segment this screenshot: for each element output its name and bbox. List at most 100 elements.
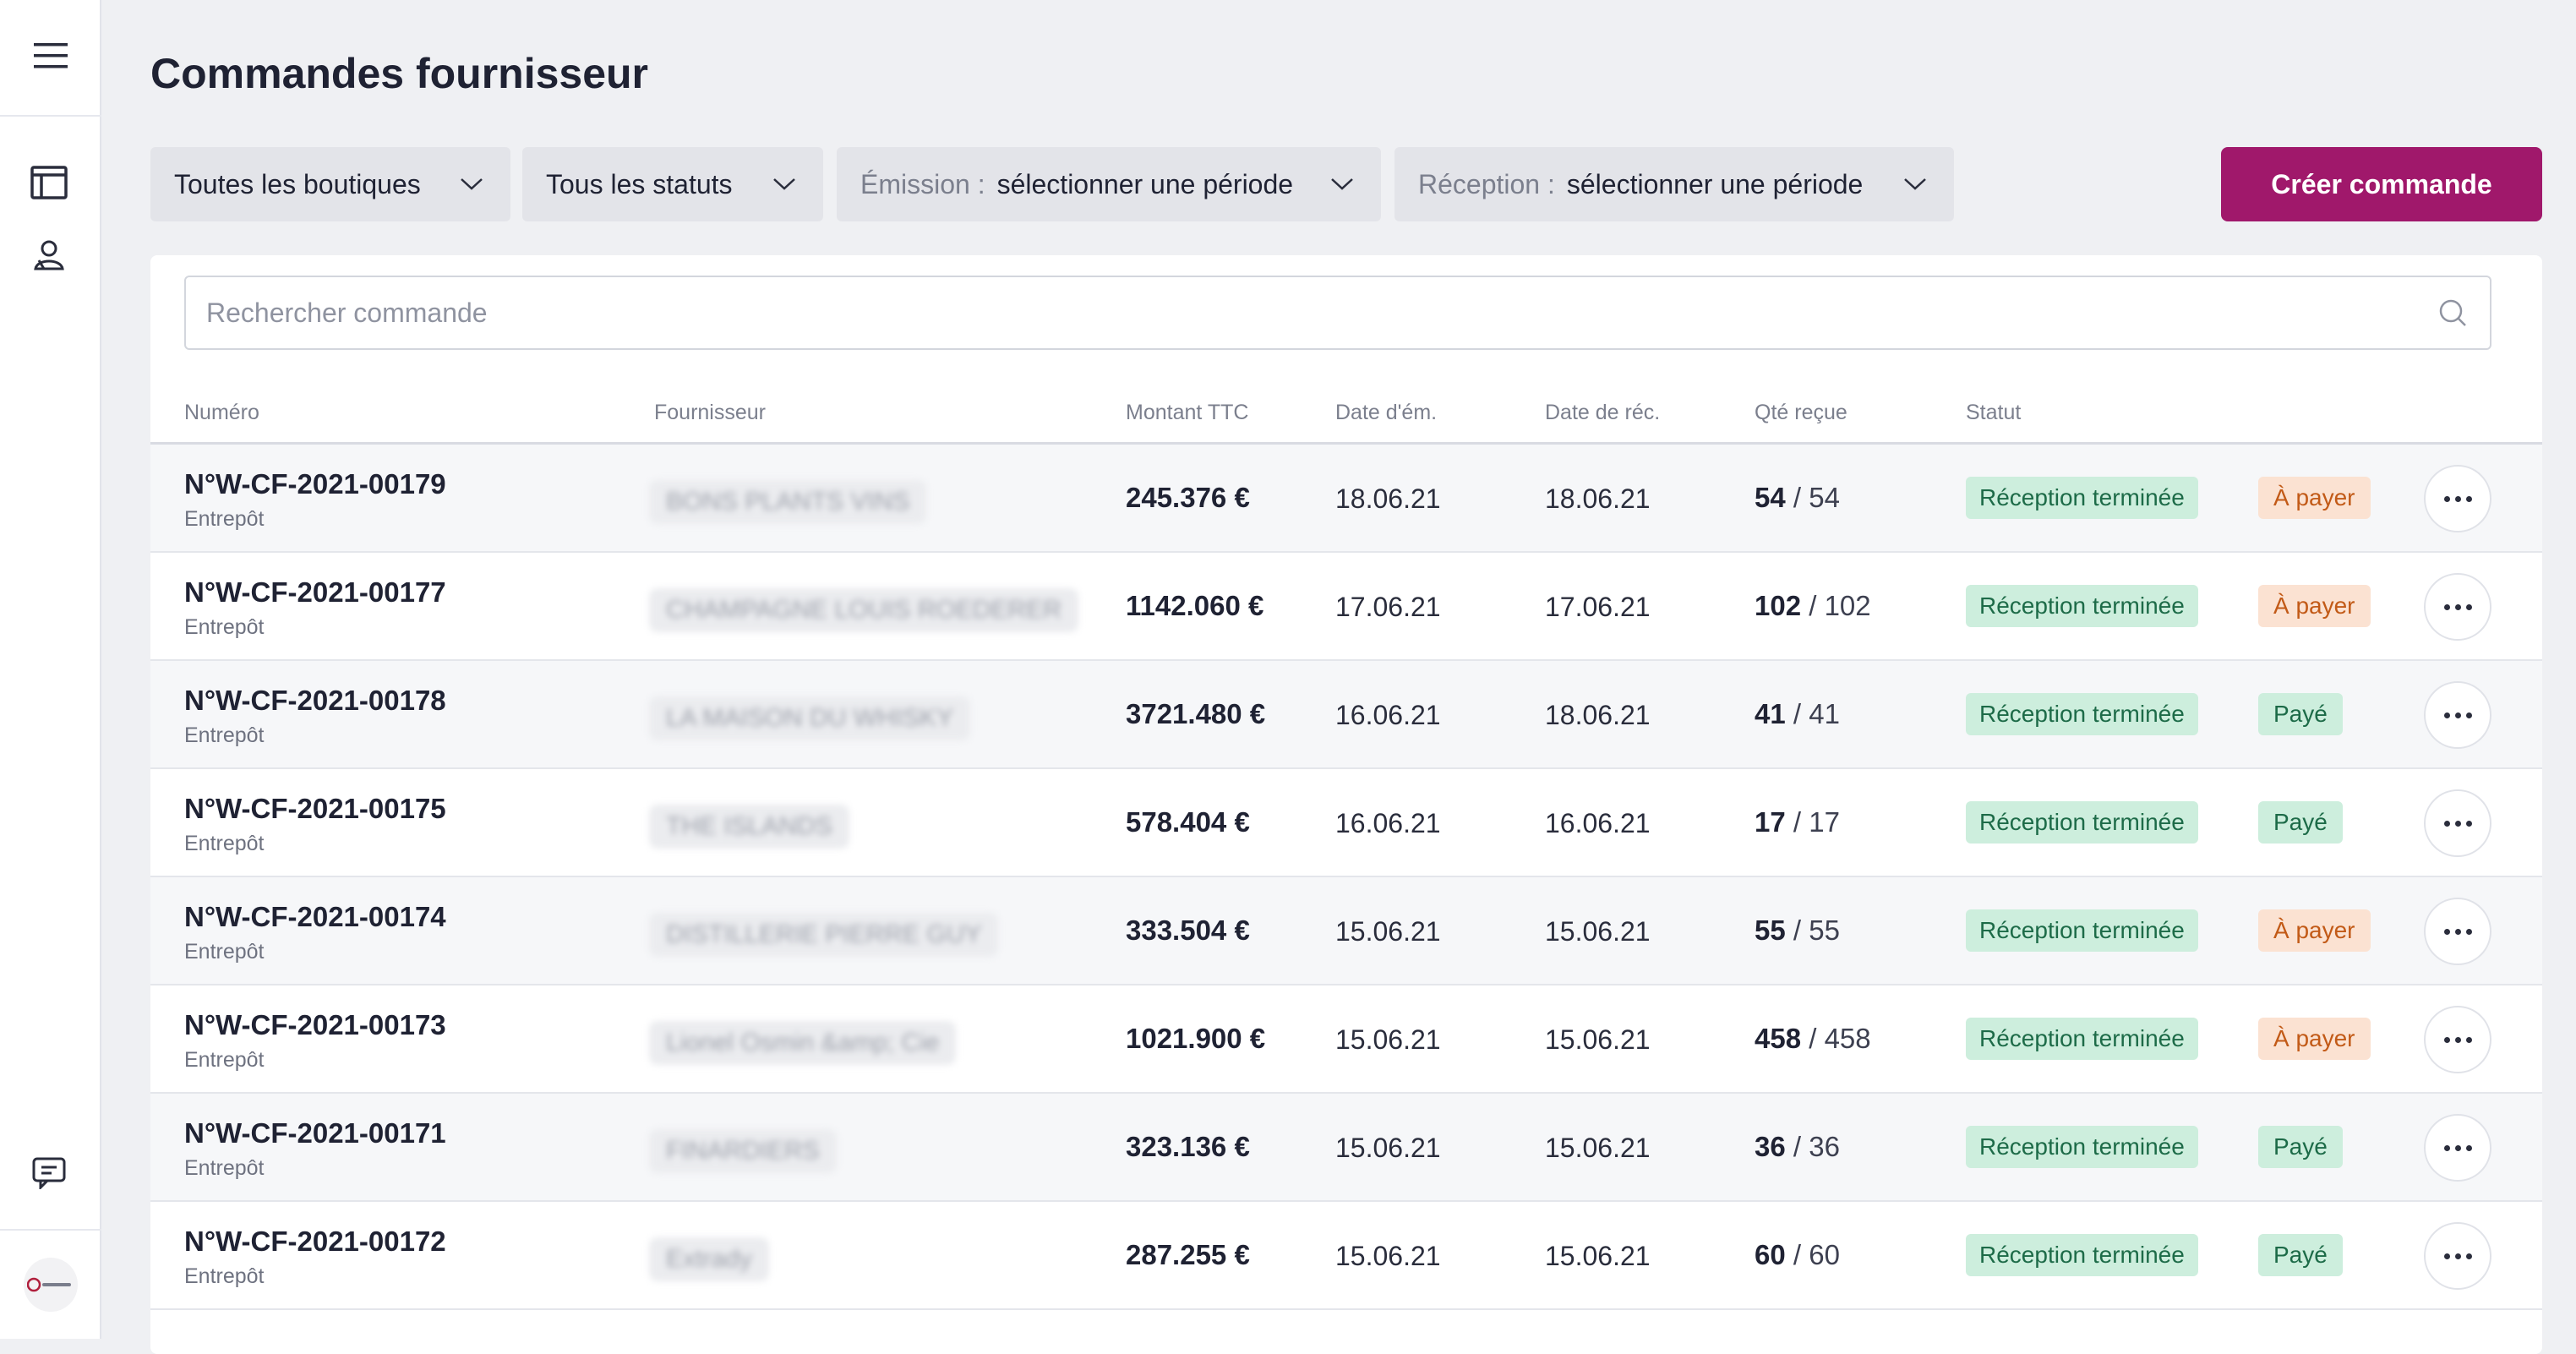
order-location: Entrepôt [184,1264,265,1288]
order-location: Entrepôt [184,723,265,747]
search-input[interactable] [206,297,2436,329]
more-actions-button[interactable] [2424,1114,2491,1182]
quantity-received: 458 / 458 [1755,1023,1871,1055]
more-actions-button[interactable] [2424,1006,2491,1073]
qty-received-value: 41 [1755,698,1786,729]
order-number[interactable]: N°W-CF-2021-00172 [184,1226,446,1257]
table-row[interactable]: N°W-CF-2021-00179 Entrepôt BONS PLANTS VIN… [150,445,2542,553]
chevron-down-icon [456,169,487,199]
order-number[interactable]: N°W-CF-2021-00175 [184,793,446,824]
quantity-received: 17 / 17 [1755,806,1840,838]
reception-filter-label: Réception : [1418,168,1555,199]
status-filter[interactable]: Tous les statuts [522,147,823,221]
status-badge: Réception terminée [1966,801,2198,844]
table-row[interactable]: N°W-CF-2021-00171 Entrepôt FINARDIERS 323.1… [150,1094,2542,1202]
reception-date: 17.06.21 [1545,592,1651,622]
order-number[interactable]: N°W-CF-2021-00179 [184,468,446,500]
more-icon [2443,820,2472,827]
qty-total-value: / 55 [1793,914,1840,946]
column-amount[interactable]: Montant TTC [1126,401,1249,424]
order-location: Entrepôt [184,507,265,531]
more-actions-button[interactable] [2424,465,2491,532]
column-status[interactable]: Statut [1966,401,2022,424]
more-icon [2443,928,2472,935]
reception-period-filter[interactable]: Réception : sélectionner une période [1394,147,1954,221]
column-date-reception[interactable]: Date de réc. [1545,401,1661,424]
table-row[interactable]: N°W-CF-2021-00175 Entrepôt THE ISLANDS 578.… [150,769,2542,877]
payment-badge: Payé [2258,1234,2343,1276]
shop-filter[interactable]: Toutes les boutiques [150,147,510,221]
reception-filter-value: sélectionner une période [1566,168,1864,199]
qty-total-value: / 17 [1793,806,1840,838]
reception-date: 16.06.21 [1545,808,1651,838]
quantity-received: 41 / 41 [1755,698,1840,730]
more-actions-button[interactable] [2424,789,2491,857]
column-date-emission[interactable]: Date d'ém. [1335,401,1438,424]
reception-date: 18.06.21 [1545,700,1651,730]
qty-total-value: / 54 [1793,482,1840,513]
status-badge: Réception terminée [1966,1018,2198,1060]
reception-date: 15.06.21 [1545,916,1651,947]
emission-date: 18.06.21 [1335,483,1441,514]
more-actions-button[interactable] [2424,898,2491,965]
more-icon [2443,1036,2472,1043]
qty-received-value: 60 [1755,1239,1786,1270]
menu-icon[interactable] [34,41,68,74]
qty-received-value: 55 [1755,914,1786,946]
more-icon [2443,1253,2472,1259]
order-amount: 578.404 € [1126,806,1250,838]
order-number[interactable]: N°W-CF-2021-00174 [184,901,446,932]
payment-badge: À payer [2258,1018,2371,1060]
chevron-down-icon [1900,169,1930,199]
chat-icon[interactable] [25,1149,73,1197]
status-badge: Réception terminée [1966,909,2198,952]
payment-badge: À payer [2258,909,2371,952]
company-logo[interactable] [24,1258,78,1312]
supplier-name: CHAMPAGNE LOUIS ROEDERER [649,588,1078,632]
more-actions-button[interactable] [2424,681,2491,749]
shop-filter-value: Toutes les boutiques [174,168,421,199]
qty-received-value: 17 [1755,806,1786,838]
emission-filter-label: Émission : [860,168,985,199]
qty-total-value: / 41 [1793,698,1840,729]
table-row[interactable]: N°W-CF-2021-00172 Entrepôt Extrady 287.255 … [150,1202,2542,1310]
column-number[interactable]: Numéro [184,401,259,424]
payment-badge: Payé [2258,801,2343,844]
emission-period-filter[interactable]: Émission : sélectionner une période [837,147,1381,221]
payment-badge: Payé [2258,693,2343,735]
table-row[interactable]: N°W-CF-2021-00173 Entrepôt Lionel Osmin &a… [150,985,2542,1094]
table-row[interactable]: N°W-CF-2021-00177 Entrepôt CHAMPAGNE LOUIS… [150,553,2542,661]
order-amount: 3721.480 € [1126,698,1266,729]
chevron-down-icon [769,169,800,199]
order-amount: 1021.900 € [1126,1023,1266,1054]
table-header: Numéro Fournisseur Montant TTC Date d'ém… [150,384,2542,445]
emission-date: 17.06.21 [1335,592,1441,622]
table-row[interactable]: N°W-CF-2021-00174 Entrepôt DISTILLERIE PIE… [150,877,2542,985]
qty-total-value: / 36 [1793,1131,1840,1162]
table-row[interactable]: N°W-CF-2021-00178 Entrepôt LA MAISON DU WH… [150,661,2542,769]
emission-date: 15.06.21 [1335,1024,1441,1055]
order-number[interactable]: N°W-CF-2021-00177 [184,576,446,608]
more-actions-button[interactable] [2424,573,2491,641]
create-order-button[interactable]: Créer commande [2221,147,2542,221]
status-badge: Réception terminée [1966,693,2198,735]
search-bar [184,276,2491,350]
order-number[interactable]: N°W-CF-2021-00171 [184,1117,446,1149]
column-supplier[interactable]: Fournisseur [654,401,766,424]
qty-received-value: 54 [1755,482,1786,513]
catalog-icon[interactable] [25,159,73,206]
status-badge: Réception terminée [1966,477,2198,519]
supplier-name: LA MAISON DU WHISKY [649,696,971,740]
page-title: Commandes fournisseur [150,50,649,97]
more-actions-button[interactable] [2424,1222,2491,1290]
search-icon[interactable] [2436,296,2470,330]
order-amount: 287.255 € [1126,1239,1250,1270]
order-number[interactable]: N°W-CF-2021-00178 [184,685,446,716]
order-location: Entrepôt [184,940,265,964]
qty-received-value: 458 [1755,1023,1802,1054]
order-number[interactable]: N°W-CF-2021-00173 [184,1009,446,1040]
more-icon [2443,1144,2472,1151]
suppliers-icon[interactable] [25,232,73,279]
status-badge: Réception terminée [1966,1234,2198,1276]
column-qty-received[interactable]: Qté reçue [1755,401,1847,424]
